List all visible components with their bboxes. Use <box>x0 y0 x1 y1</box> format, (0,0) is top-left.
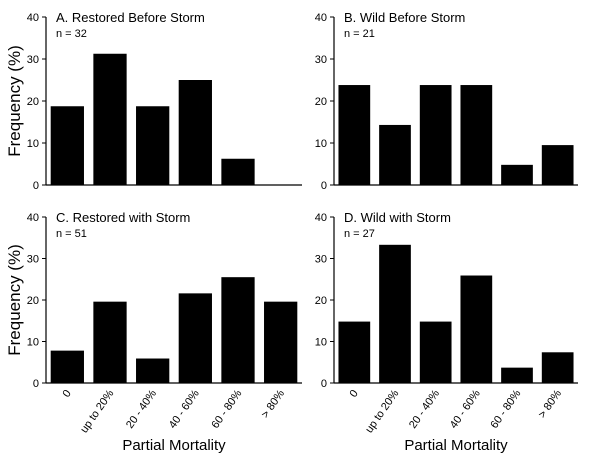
y-tick-label: 0 <box>33 180 39 192</box>
y-tick-label: 10 <box>27 138 39 150</box>
y-tick-label: 0 <box>33 378 39 390</box>
y-tick-label: 20 <box>315 96 327 108</box>
x-tick-label: 20 - 40% <box>124 388 159 431</box>
bar <box>541 145 574 185</box>
bar <box>419 321 452 383</box>
bar <box>264 301 298 383</box>
y-tick-label: 10 <box>315 138 327 150</box>
bar <box>93 53 127 185</box>
bar <box>178 293 212 383</box>
panel-title: C. Restored with Storm <box>56 210 190 225</box>
x-axis-label: Partial Mortality <box>404 437 508 454</box>
panel-sample-size: n = 32 <box>56 28 87 40</box>
x-tick-label: 40 - 60% <box>167 388 202 431</box>
x-tick-label: 40 - 60% <box>448 388 483 431</box>
y-tick-label: 20 <box>27 295 39 307</box>
y-tick-label: 30 <box>315 254 327 266</box>
panel-2: 0 10 20 30 40 0 up to 20% 20 - 40% 40 - 60% 60 - … <box>5 210 302 454</box>
y-tick-label: 30 <box>315 54 327 66</box>
y-tick-label: 40 <box>315 12 327 24</box>
bar <box>541 352 574 383</box>
panel-title: A. Restored Before Storm <box>56 10 205 25</box>
x-tick-label: 20 - 40% <box>407 388 442 431</box>
y-tick-label: 10 <box>27 337 39 349</box>
bar <box>50 106 84 185</box>
bar <box>460 275 493 383</box>
y-tick-label: 40 <box>27 12 39 24</box>
bar <box>501 164 533 185</box>
bar <box>338 85 371 185</box>
panel-1: 0 10 20 30 40 B. Wild Before Storm n = 21 <box>315 10 578 192</box>
y-tick-label: 20 <box>27 96 39 108</box>
x-tick-label: 60 - 80% <box>488 388 523 431</box>
x-tick-label: up to 20% <box>78 388 116 436</box>
y-axis-label: Frequency (%) <box>5 244 24 355</box>
panel-sample-size: n = 21 <box>344 28 375 40</box>
bar <box>338 321 371 383</box>
bar <box>221 277 255 383</box>
bar <box>379 124 411 185</box>
y-tick-label: 40 <box>27 212 39 224</box>
x-axis-label: Partial Mortality <box>122 437 226 454</box>
y-tick-label: 0 <box>321 180 327 192</box>
y-tick-label: 0 <box>321 378 327 390</box>
panel-0: 0 10 20 30 40 A. Restored Before Storm n = 32 F… <box>5 10 302 192</box>
y-tick-label: 30 <box>27 254 39 266</box>
x-tick-label: 60 - 80% <box>209 388 244 431</box>
y-tick-label: 20 <box>315 295 327 307</box>
x-tick-label: > 80% <box>536 388 564 421</box>
panel-sample-size: n = 27 <box>344 228 375 240</box>
bar <box>419 85 452 185</box>
y-axis-label: Frequency (%) <box>5 45 24 156</box>
bar <box>50 350 84 383</box>
bar <box>136 358 170 383</box>
x-tick-label: up to 20% <box>363 388 401 436</box>
bar <box>136 106 170 185</box>
panel-title: B. Wild Before Storm <box>344 10 465 25</box>
bar <box>460 85 493 185</box>
bar <box>178 80 212 185</box>
bar <box>379 244 411 383</box>
x-tick-label: 0 <box>347 388 360 400</box>
panel-title: D. Wild with Storm <box>344 210 451 225</box>
x-tick-label: 0 <box>60 388 73 400</box>
x-tick-label: > 80% <box>259 388 287 421</box>
bar <box>221 158 255 185</box>
bar <box>93 301 127 383</box>
y-tick-label: 30 <box>27 54 39 66</box>
bar <box>501 367 533 383</box>
y-tick-label: 40 <box>315 212 327 224</box>
y-tick-label: 10 <box>315 337 327 349</box>
panel-sample-size: n = 51 <box>56 228 87 240</box>
